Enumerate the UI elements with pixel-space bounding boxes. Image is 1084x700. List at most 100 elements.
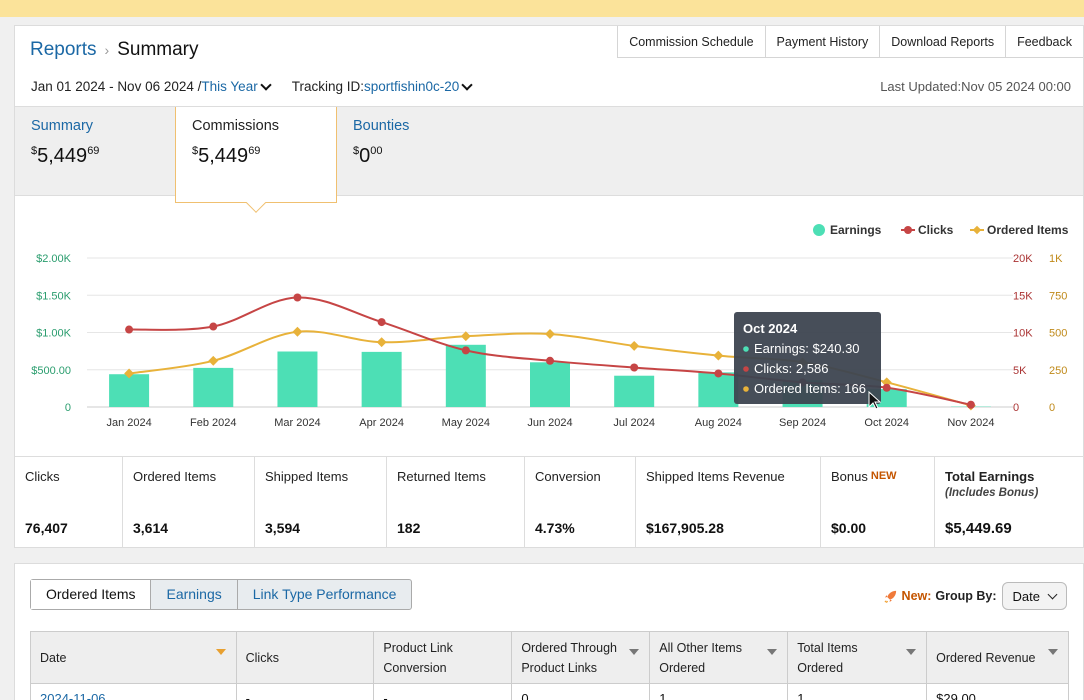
report-table-card: Ordered Items Earnings Link Type Perform… xyxy=(14,563,1084,700)
table-header-row: Date Clicks Product Link Conversion Orde… xyxy=(30,631,1069,684)
clicks-point xyxy=(546,356,554,365)
col-ordered-through-links[interactable]: Ordered Through Product Links xyxy=(511,631,651,684)
ordered-items-point xyxy=(208,355,219,366)
tooltip-line: Ordered Items: 166 xyxy=(754,381,866,396)
clicks-point xyxy=(461,346,470,355)
col-all-other-items[interactable]: All Other Items Ordered xyxy=(649,631,789,684)
sort-arrow-icon[interactable] xyxy=(767,649,778,655)
sort-arrow-icon[interactable] xyxy=(215,649,226,655)
summary-card: Reports › Summary Commission Schedule Paym… xyxy=(14,25,1084,548)
x-axis-tick: Feb 2024 xyxy=(190,417,236,429)
x-axis-tick: Nov 2024 xyxy=(947,417,994,429)
col-product-link-conversion[interactable]: Product Link Conversion xyxy=(373,631,513,684)
left-axis-tick: 0 xyxy=(65,402,71,414)
legend-swatch xyxy=(813,224,825,236)
clicks-point xyxy=(882,383,891,392)
col-total-items[interactable]: Total Items Ordered xyxy=(787,631,928,684)
tab-commissions[interactable]: Commissions $5,44969 xyxy=(175,107,337,213)
notice-banner xyxy=(0,0,1084,17)
legend-swatch xyxy=(904,226,912,234)
ordered-axis-tick: 0 xyxy=(1049,402,1055,414)
tab-label: Summary xyxy=(31,118,94,134)
metric-shipped-revenue: Shipped Items Revenue $167,905.28 xyxy=(636,457,821,548)
metric-returned-items: Returned Items 182 xyxy=(387,457,525,548)
metric-shipped-items: Shipped Items 3,594 xyxy=(255,457,387,548)
ordered-items-point xyxy=(713,350,724,361)
tooltip-dot xyxy=(743,386,749,392)
cell-revenue: $29.00 xyxy=(926,683,1069,700)
new-badge: NEW xyxy=(870,470,897,482)
metric-conversion: Conversion 4.73% xyxy=(525,457,636,548)
earnings-bar xyxy=(530,362,570,407)
breadcrumb-reports-link[interactable]: Reports xyxy=(30,39,97,60)
chevron-down-icon[interactable] xyxy=(461,78,473,91)
chevron-down-icon[interactable] xyxy=(260,78,272,91)
metric-total-earnings: Total Earnings (Includes Bonus) $5,449.69 xyxy=(945,469,1039,537)
breadcrumb-separator-icon: › xyxy=(104,42,110,58)
last-updated-text: Last Updated:Nov 05 2024 00:00 xyxy=(880,79,1071,94)
tab-amount: $5,44969 xyxy=(192,145,261,167)
x-axis-tick: Jul 2024 xyxy=(613,417,655,429)
x-axis-tick: Jan 2024 xyxy=(106,417,151,429)
ordered-axis-tick: 750 xyxy=(1049,290,1067,302)
x-axis-tick: Jun 2024 xyxy=(527,417,572,429)
clicks-point xyxy=(630,363,639,372)
clicks-point xyxy=(966,400,975,409)
metric-clicks: Clicks 76,407 xyxy=(15,457,123,548)
x-axis-tick: Aug 2024 xyxy=(695,417,742,429)
cell-total-items: 1 xyxy=(787,683,928,700)
tab-link-type-performance[interactable]: Link Type Performance xyxy=(236,580,412,609)
col-ordered-revenue[interactable]: Ordered Revenue xyxy=(926,631,1069,684)
sort-arrow-icon[interactable] xyxy=(629,649,640,655)
clicks-axis-tick: 20K xyxy=(1013,253,1033,265)
date-range-text: Jan 01 2024 - Nov 06 2024 xyxy=(31,79,194,94)
tooltip-line: Earnings: $240.30 xyxy=(754,341,860,356)
tracking-label: Tracking ID: xyxy=(291,79,364,94)
col-date[interactable]: Date xyxy=(30,631,237,684)
tab-bounties[interactable]: Bounties $000 xyxy=(337,107,497,197)
legend-label: Clicks xyxy=(918,223,954,237)
page-title: Summary xyxy=(117,39,199,60)
chart-svg: 0 0 0 $500.00 5K 250 $1.00K 10K 500 $1.50K 15K 750 $… xyxy=(31,223,1069,429)
date-slash: / xyxy=(197,79,202,94)
group-by-label: Group By: xyxy=(935,589,997,603)
tooltip-dot xyxy=(743,366,749,372)
clicks-axis-tick: 15K xyxy=(1013,290,1033,302)
new-label: New: xyxy=(901,589,932,603)
tab-label: Commissions xyxy=(192,118,280,134)
clicks-point xyxy=(714,369,723,378)
legend-swatch xyxy=(972,225,982,235)
sort-arrow-icon[interactable] xyxy=(1048,649,1058,655)
earnings-bar xyxy=(698,372,739,407)
tab-ordered-items[interactable]: Ordered Items xyxy=(31,580,151,609)
ordered-axis-tick: 250 xyxy=(1049,365,1067,377)
sort-arrow-icon[interactable] xyxy=(906,649,917,655)
breadcrumb: Reports › Summary xyxy=(30,39,199,61)
tooltip-title: Oct 2024 xyxy=(743,321,798,336)
tab-summary[interactable]: Summary $5,44969 xyxy=(15,107,175,197)
report-tabs: Ordered Items Earnings Link Type Perform… xyxy=(30,579,413,610)
commission-schedule-button[interactable]: Commission Schedule xyxy=(617,26,765,58)
metrics-row: Clicks 76,407 Ordered Items 3,614 Shipped … xyxy=(15,456,1084,548)
date-period-dropdown[interactable]: This Year xyxy=(201,79,258,94)
top-button-group: Commission Schedule Payment History Down… xyxy=(617,26,1083,58)
col-clicks[interactable]: Clicks xyxy=(235,631,375,684)
group-by-select[interactable]: Date xyxy=(1001,582,1067,610)
clicks-point xyxy=(209,322,218,331)
earnings-bar xyxy=(277,351,318,407)
x-axis-tick: Apr 2024 xyxy=(359,417,404,429)
tracking-id-dropdown[interactable]: sportfishin0c-20 xyxy=(363,79,460,94)
earnings-bar xyxy=(361,351,402,407)
feedback-button[interactable]: Feedback xyxy=(1005,26,1083,58)
download-reports-button[interactable]: Download Reports xyxy=(879,26,1006,58)
clicks-axis-tick: 0 xyxy=(1013,402,1019,414)
tab-earnings[interactable]: Earnings xyxy=(150,580,236,609)
payment-history-button[interactable]: Payment History xyxy=(764,26,880,58)
legend-label: Earnings xyxy=(830,223,882,237)
x-axis-tick: May 2024 xyxy=(442,417,490,429)
rocket-icon xyxy=(884,590,896,603)
report-table: Date Clicks Product Link Conversion Orde… xyxy=(30,631,1069,700)
legend-label: Ordered Items xyxy=(987,223,1069,237)
ordered-items-point xyxy=(376,337,387,348)
cell-date[interactable]: 2024-11-06 xyxy=(30,683,237,700)
